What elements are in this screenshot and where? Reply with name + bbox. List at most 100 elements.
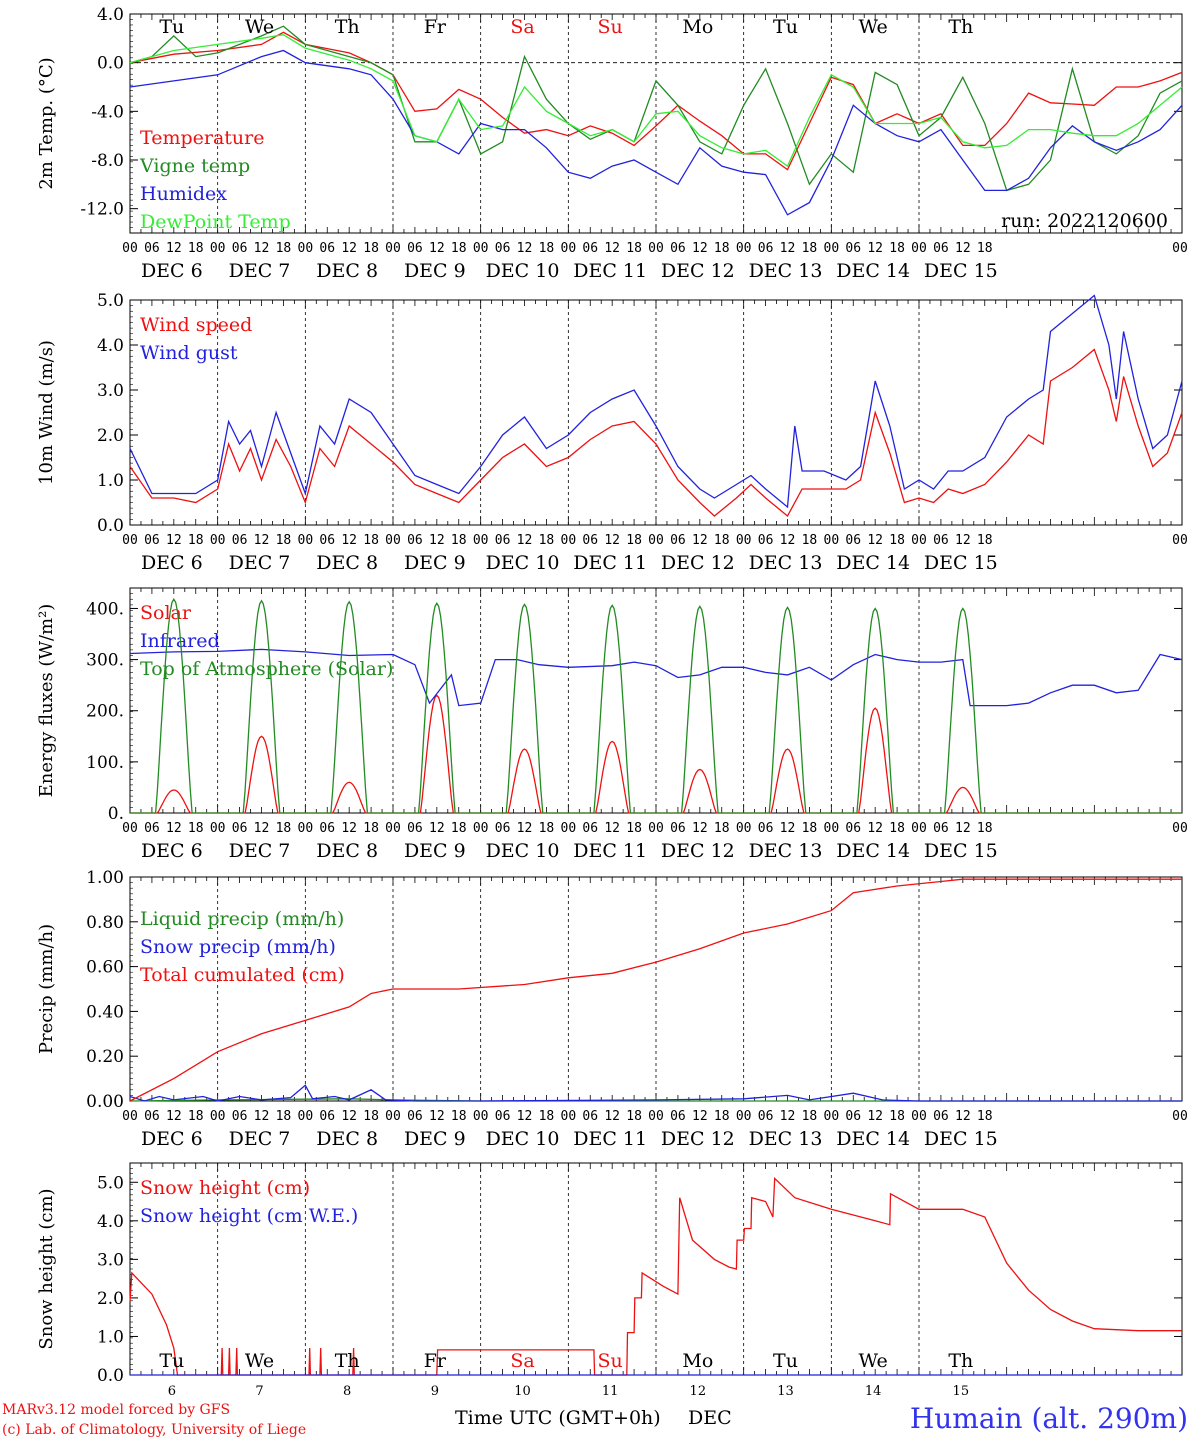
panel-2: 400. 300. 200. 100. 0. Energy fluxes (W/m²) So… (36, 587, 1188, 862)
series-line-humidex (129, 49, 1183, 216)
hour-label: 00 (911, 821, 927, 836)
day-name: Tu (159, 16, 184, 38)
date-label: DEC 12 (661, 552, 735, 574)
hour-label: 06 (582, 533, 598, 548)
legend-entry: Liquid precip (mm/h) (140, 908, 344, 930)
hour-label: 18 (977, 1109, 993, 1124)
date-label: DEC 8 (316, 552, 378, 574)
hour-label: 06 (582, 241, 598, 256)
hour-label: 06 (319, 241, 335, 256)
hour-label: 00 (473, 241, 489, 256)
date-label: DEC 7 (229, 260, 291, 282)
hour-label-final: 00 (1172, 533, 1188, 548)
hour-label: 12 (341, 241, 357, 256)
hour-label: 06 (319, 821, 335, 836)
hour-label: 12 (517, 821, 533, 836)
date-label: DEC 8 (316, 1128, 378, 1150)
hour-label: 06 (144, 1109, 160, 1124)
hour-label: 06 (495, 1109, 511, 1124)
hour-label: 06 (495, 241, 511, 256)
hour-label: 00 (736, 821, 752, 836)
hour-label: 00 (473, 821, 489, 836)
hour-label: 12 (254, 1109, 270, 1124)
y-tick-label: 0.00 (86, 1092, 124, 1112)
y-axis-label: Snow height (cm) (36, 1188, 57, 1349)
hour-label: 06 (407, 533, 423, 548)
series-line-top-of-atmosphere-solar- (130, 598, 1182, 814)
hour-label: 00 (385, 1109, 401, 1124)
series-line-wind-gust (129, 294, 1183, 509)
hour-label: 00 (210, 533, 226, 548)
day-name: We (245, 16, 274, 38)
hour-label: 18 (188, 533, 204, 548)
series-line-wind-speed (129, 348, 1183, 518)
date-label: DEC 6 (141, 840, 203, 862)
hour-label: 18 (363, 1109, 379, 1124)
hour-label: 06 (144, 241, 160, 256)
hour-label: 18 (802, 1109, 818, 1124)
hour-label: 00 (561, 1109, 577, 1124)
legend-entry: Solar (140, 602, 192, 624)
hour-label: 06 (232, 1109, 248, 1124)
y-tick-label: 0.20 (86, 1047, 124, 1067)
y-tick-label: 2.0 (97, 426, 124, 446)
panel-3: 1.00 0.80 0.60 0.40 0.20 0.00 Precip (mm/h) Liq… (36, 868, 1188, 1150)
date-label: DEC 7 (229, 1128, 291, 1150)
hour-label: 18 (802, 241, 818, 256)
hour-label: 18 (977, 533, 993, 548)
legend-entry: Wind speed (140, 314, 252, 336)
y-tick-label: 5.0 (97, 1173, 124, 1193)
hour-label: 12 (692, 241, 708, 256)
legend-entry: Total cumulated (cm) (140, 964, 345, 986)
run-label: run: 2022120600 (1001, 210, 1168, 232)
hour-label: 00 (122, 241, 138, 256)
hour-label: 12 (604, 241, 620, 256)
series-line-total-cumulated-cm- (129, 878, 1182, 1102)
hour-label: 12 (166, 1109, 182, 1124)
hour-label: 06 (407, 1109, 423, 1124)
day-name: Th (335, 16, 360, 38)
hour-label: 00 (210, 241, 226, 256)
hour-label: 12 (867, 821, 883, 836)
hour-label: 18 (276, 821, 292, 836)
hour-label: 18 (451, 241, 467, 256)
hour-label: 12 (604, 533, 620, 548)
hour-label: 18 (539, 1109, 555, 1124)
hour-label: 00 (298, 533, 314, 548)
date-label: DEC 11 (573, 552, 647, 574)
day-number: 8 (343, 1384, 351, 1399)
date-label: DEC 15 (924, 840, 998, 862)
hour-label: 12 (955, 1109, 971, 1124)
hour-label: 18 (889, 533, 905, 548)
hour-label-final: 00 (1172, 821, 1188, 836)
hour-label: 06 (845, 821, 861, 836)
hour-label: 12 (341, 1109, 357, 1124)
hour-label: 18 (802, 821, 818, 836)
legend-entry: Infrared (140, 630, 220, 652)
day-name: Mo (682, 16, 713, 38)
date-label: DEC 15 (924, 1128, 998, 1150)
footer-model: MARv3.12 model forced by GFS (2, 1402, 230, 1418)
hour-label: 06 (845, 533, 861, 548)
y-tick-label: 0.0 (97, 54, 124, 74)
hour-label: 18 (451, 533, 467, 548)
hour-label: 12 (780, 821, 796, 836)
hour-label: 12 (692, 1109, 708, 1124)
hour-label: 12 (867, 1109, 883, 1124)
y-tick-label: 4.0 (97, 336, 124, 356)
panel-1: 5.0 4.0 3.0 2.0 1.0 0.0 10m Wind (m/s) Wind spe… (36, 291, 1188, 574)
day-name: Tu (773, 1350, 798, 1372)
hour-label: 12 (867, 241, 883, 256)
hour-label: 06 (232, 821, 248, 836)
date-label: DEC 13 (749, 1128, 823, 1150)
hour-label: 00 (210, 1109, 226, 1124)
y-tick-label: 4.0 (97, 1212, 124, 1232)
hour-label: 00 (385, 821, 401, 836)
y-tick-label: 0.0 (97, 1366, 124, 1386)
hour-label: 12 (780, 533, 796, 548)
date-label: DEC 13 (749, 840, 823, 862)
hour-label: 06 (582, 1109, 598, 1124)
hour-label: 18 (188, 821, 204, 836)
date-label: DEC 8 (316, 260, 378, 282)
day-name: Th (335, 1350, 360, 1372)
